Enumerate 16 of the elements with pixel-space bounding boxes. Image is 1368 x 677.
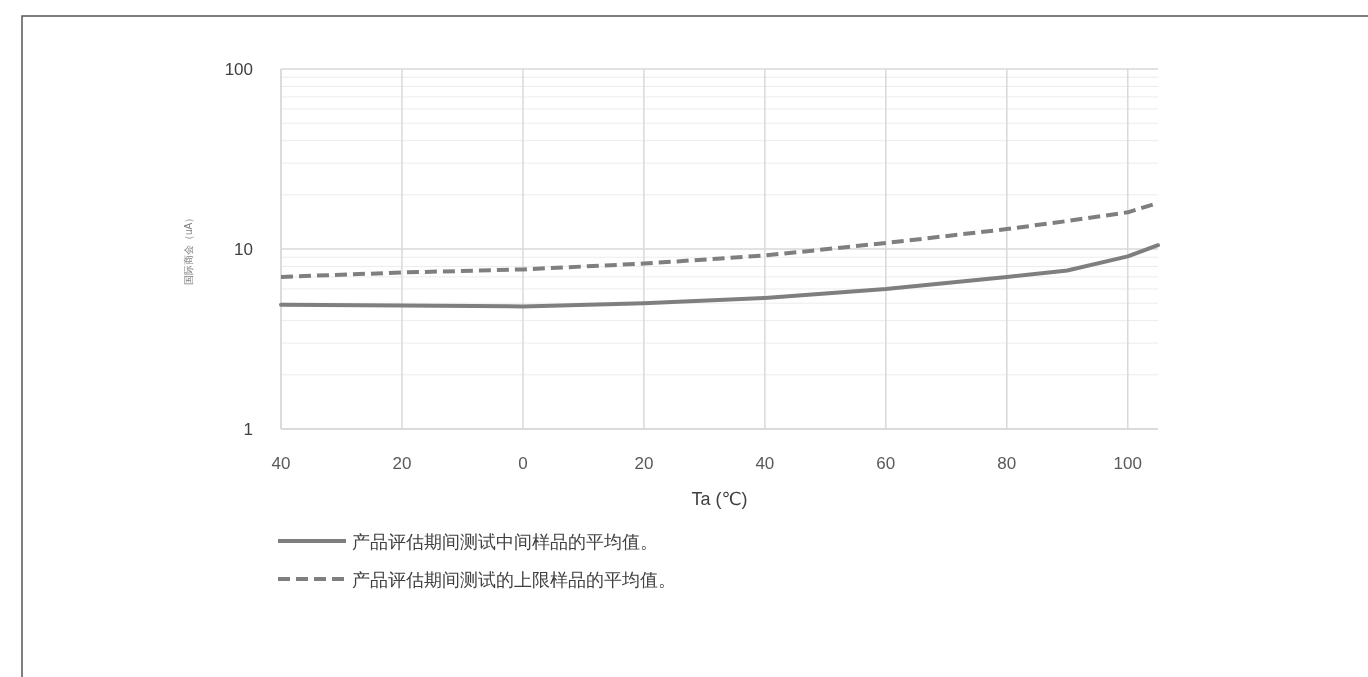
x-tick-label: 100 [1113,454,1142,473]
x-tick-label: 20 [634,454,654,473]
x-tick-label: 40 [755,454,775,473]
x-tick-label: 40 [271,454,291,473]
legend-label: 产品评估期间测试的上限样品的平均值。 [352,570,676,590]
line-series [279,243,1160,309]
y-axis-title: 国际商会（uA） [183,212,194,286]
x-axis-title: Ta (℃) [691,489,748,509]
y-tick-label: 1 [243,420,253,439]
y-tick-label: 100 [224,60,253,79]
x-tick-label: 20 [392,454,412,473]
x-tick-label: 60 [876,454,896,473]
x-tick-label: 0 [518,454,528,473]
y-tick-label: 10 [234,240,253,259]
legend-label: 产品评估期间测试中间样品的平均值。 [352,532,658,552]
x-tick-label: 80 [997,454,1017,473]
